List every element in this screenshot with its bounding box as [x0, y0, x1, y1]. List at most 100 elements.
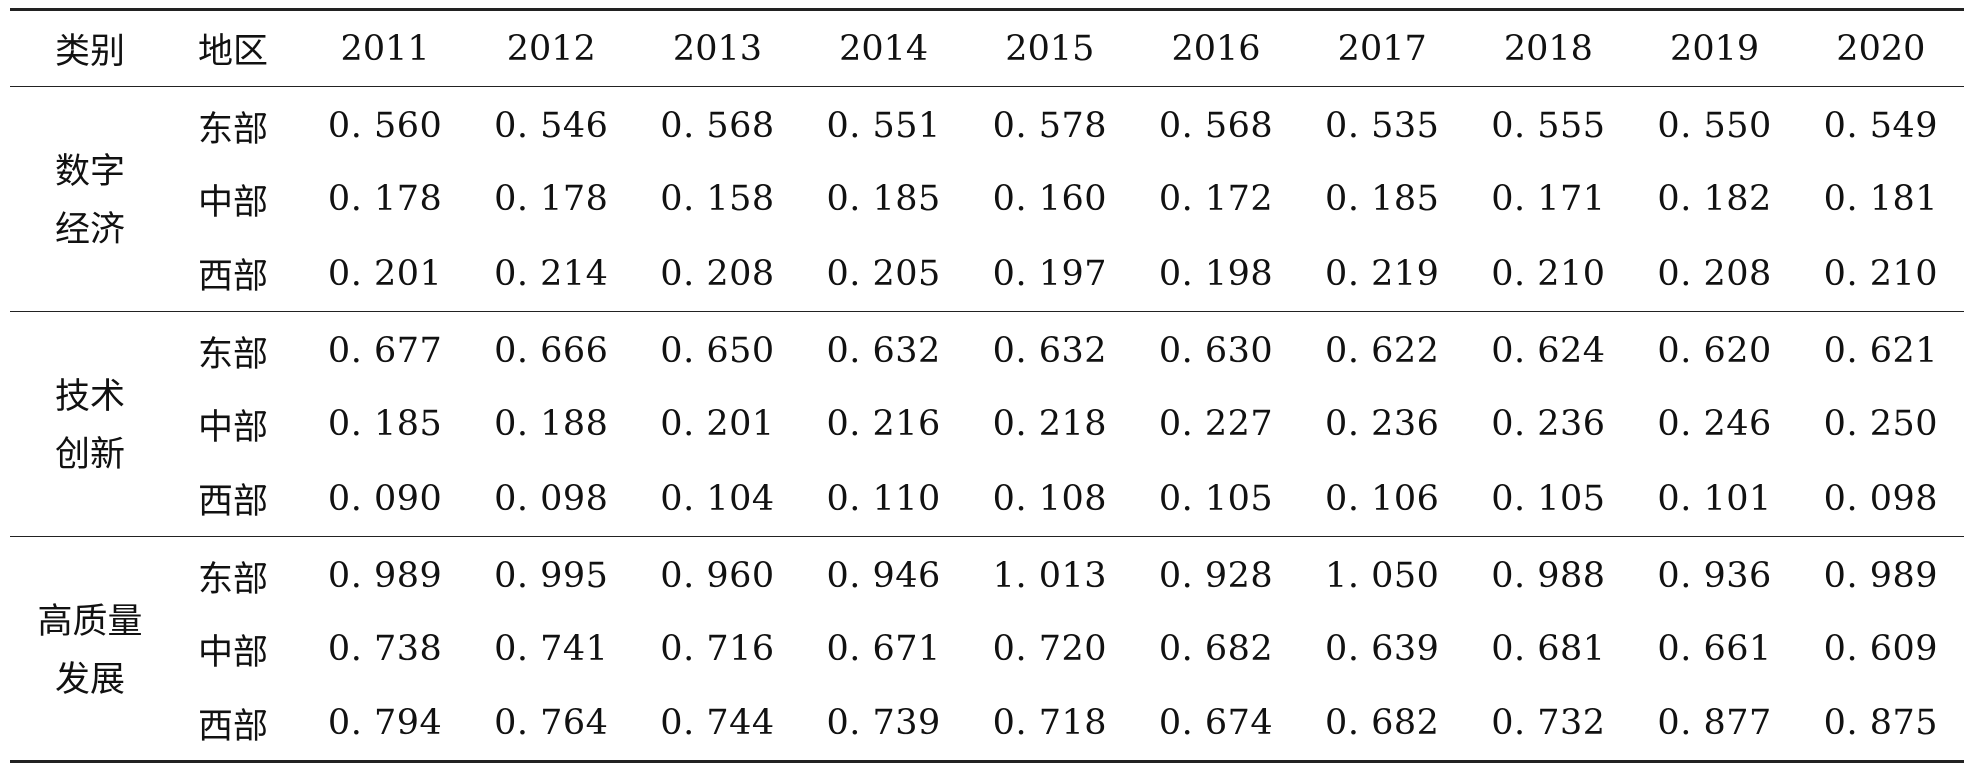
table-row: 高质量 发展 东部 0. 989 0. 995 0. 960 0. 946 1. 013 0. …	[10, 537, 1964, 699]
value-cell: 0. 621	[1823, 331, 1938, 372]
value-cell: 0. 158	[660, 179, 775, 219]
value-cell: 0. 568	[1158, 106, 1274, 147]
value-cell: 0. 661	[1657, 629, 1772, 669]
category-label-line: 创新	[54, 435, 125, 475]
value-cell: 0. 110	[826, 478, 941, 519]
value-cell: 0. 106	[1325, 478, 1440, 519]
category-label-line: 高质量	[37, 601, 143, 642]
value-cell: 0. 236	[1325, 404, 1440, 444]
value-cell: 0. 632	[826, 331, 941, 372]
category-label-line: 数字	[54, 152, 125, 192]
value-cell: 0. 555	[1491, 106, 1606, 147]
data-table: 类别 地区 2011 2012 2013 2014 2015 2016 2017…	[10, 8, 1964, 763]
table-row: 西部 0. 090 0. 098 0. 104 0. 110 0. 108 0. 105 0.…	[10, 462, 1964, 537]
value-cell: 0. 682	[1325, 703, 1440, 744]
region-cell: 东部	[198, 559, 269, 600]
value-cell: 0. 741	[494, 629, 609, 669]
value-cell: 0. 720	[992, 629, 1107, 669]
category-cell: 技术 创新	[10, 312, 170, 537]
table-row: 技术 创新 东部 0. 677 0. 666 0. 650 0. 632 0. 632 0. 6…	[10, 312, 1964, 475]
value-cell: 0. 218	[992, 404, 1107, 444]
value-cell: 0. 739	[826, 703, 941, 744]
value-cell: 0. 989	[327, 556, 443, 597]
header-region: 地区	[198, 32, 269, 72]
table-row: 西部 0. 794 0. 764 0. 744 0. 739 0. 718 0. 674 0.…	[10, 687, 1964, 762]
value-cell: 0. 208	[660, 253, 775, 294]
region-cell: 中部	[198, 632, 269, 673]
value-cell: 0. 185	[1325, 179, 1440, 219]
value-cell: 0. 546	[494, 106, 609, 147]
value-cell: 0. 182	[1657, 179, 1772, 219]
value-cell: 0. 677	[327, 331, 443, 372]
value-cell: 0. 794	[327, 703, 443, 744]
value-cell: 0. 650	[660, 331, 775, 372]
value-cell: 0. 560	[327, 106, 443, 147]
header-year: 2017	[1337, 28, 1427, 69]
value-cell: 0. 551	[826, 106, 941, 147]
value-cell: 0. 609	[1823, 629, 1938, 669]
value-cell: 0. 208	[1657, 253, 1772, 294]
header-year: 2019	[1670, 28, 1760, 69]
region-cell: 西部	[198, 257, 269, 298]
header-row: 类别 地区 2011 2012 2013 2014 2015 2016 2017…	[10, 9, 1964, 87]
value-cell: 0. 160	[992, 179, 1107, 219]
value-cell: 1. 050	[1325, 556, 1440, 597]
header-year: 2018	[1503, 28, 1593, 69]
value-cell: 0. 101	[1657, 478, 1772, 519]
value-cell: 0. 632	[992, 331, 1107, 372]
value-cell: 0. 764	[494, 703, 609, 744]
value-cell: 0. 620	[1657, 331, 1772, 372]
value-cell: 0. 732	[1491, 703, 1606, 744]
value-cell: 0. 550	[1657, 106, 1772, 147]
value-cell: 0. 105	[1491, 478, 1606, 519]
table-group: 技术 创新 东部 0. 677 0. 666 0. 650 0. 632 0. 632 0. 6…	[10, 312, 1964, 537]
value-cell: 0. 227	[1158, 404, 1274, 444]
value-cell: 0. 188	[494, 404, 609, 444]
value-cell: 0. 960	[660, 556, 775, 597]
value-cell: 0. 936	[1657, 556, 1772, 597]
value-cell: 0. 198	[1158, 253, 1274, 294]
value-cell: 0. 105	[1158, 478, 1274, 519]
value-cell: 0. 622	[1325, 331, 1440, 372]
value-cell: 0. 995	[494, 556, 609, 597]
value-cell: 0. 108	[992, 478, 1107, 519]
value-cell: 0. 090	[327, 478, 443, 519]
value-cell: 0. 236	[1491, 404, 1606, 444]
value-cell: 0. 682	[1158, 629, 1274, 669]
value-cell: 0. 877	[1657, 703, 1772, 744]
table-row: 中部 0. 185 0. 188 0. 201 0. 216 0. 218 0. 227 0.…	[10, 387, 1964, 462]
header-category: 类别	[54, 32, 125, 72]
value-cell: 0. 210	[1823, 253, 1938, 294]
value-cell: 0. 210	[1491, 253, 1606, 294]
region-cell: 中部	[198, 182, 269, 223]
value-cell: 0. 181	[1823, 179, 1938, 219]
category-label-line: 技术	[54, 377, 125, 417]
value-cell: 0. 197	[992, 253, 1107, 294]
table-group: 数字 经济 东部 0. 560 0. 546 0. 568 0. 551 0. 578 0. 5…	[10, 87, 1964, 312]
value-cell: 0. 578	[992, 106, 1107, 147]
value-cell: 0. 250	[1823, 404, 1938, 444]
header-year: 2020	[1836, 28, 1926, 69]
value-cell: 0. 716	[660, 629, 775, 669]
region-cell: 中部	[198, 407, 269, 448]
value-cell: 0. 219	[1325, 253, 1440, 294]
table-page: 类别 地区 2011 2012 2013 2014 2015 2016 2017…	[10, 8, 1964, 763]
value-cell: 0. 178	[494, 179, 609, 219]
value-cell: 0. 214	[494, 253, 609, 294]
value-cell: 0. 630	[1158, 331, 1274, 372]
header-year: 2015	[1005, 28, 1095, 69]
value-cell: 0. 098	[1823, 478, 1938, 519]
value-cell: 0. 549	[1823, 106, 1938, 147]
value-cell: 0. 568	[660, 106, 775, 147]
value-cell: 0. 172	[1158, 179, 1274, 219]
value-cell: 0. 674	[1158, 703, 1274, 744]
category-label-line: 经济	[54, 210, 125, 250]
value-cell: 0. 639	[1325, 629, 1440, 669]
value-cell: 0. 178	[327, 179, 443, 219]
category-label-line: 发展	[54, 659, 125, 700]
value-cell: 0. 098	[494, 478, 609, 519]
value-cell: 0. 185	[327, 404, 443, 444]
table-row: 中部 0. 178 0. 178 0. 158 0. 185 0. 160 0. 172 0.…	[10, 162, 1964, 237]
value-cell: 0. 989	[1823, 556, 1938, 597]
header-year: 2014	[839, 28, 929, 69]
